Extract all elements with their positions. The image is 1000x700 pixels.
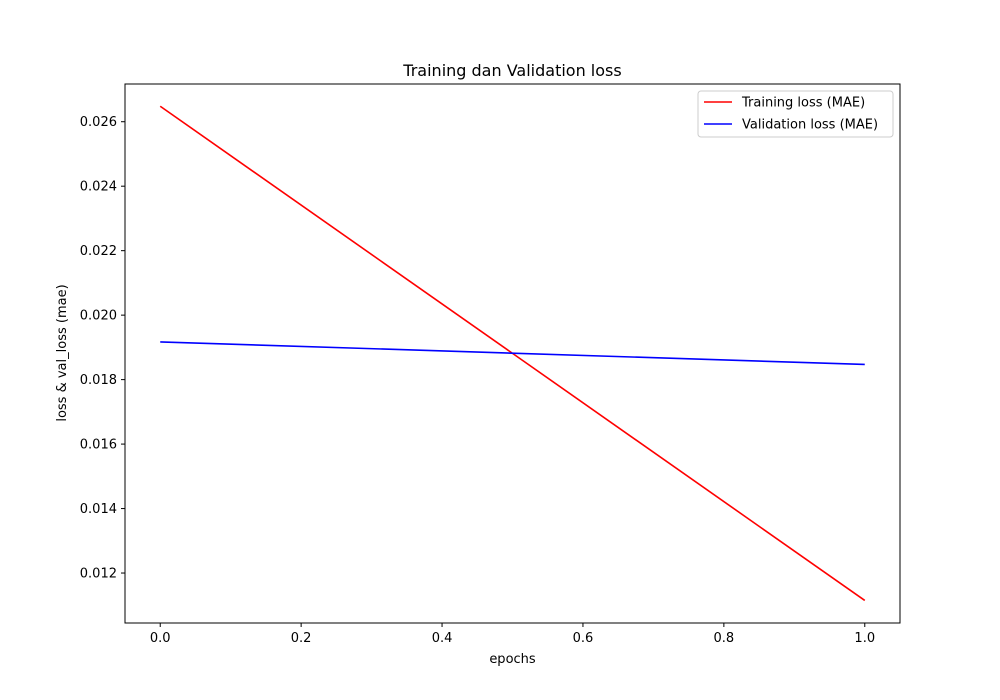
y-tick-label: 0.018 <box>80 373 117 388</box>
x-tick-label: 0.6 <box>573 631 594 646</box>
y-tick-label: 0.012 <box>80 567 117 582</box>
legend: Training loss (MAE) Validation loss (MAE) <box>697 90 894 138</box>
legend-label: Validation loss (MAE) <box>742 118 878 133</box>
x-tick-label: 0.0 <box>150 631 171 646</box>
y-tick-label: 0.022 <box>80 244 117 259</box>
series-layer <box>159 105 866 602</box>
chart-title: Training dan Validation loss <box>402 61 621 80</box>
y-axis-ticks: 0.012 0.014 0.016 0.018 0.020 0.022 0.024 0.026 <box>80 115 125 582</box>
y-tick-label: 0.016 <box>80 438 117 453</box>
y-tick-label: 0.026 <box>80 115 117 130</box>
legend-label: Training loss (MAE) <box>741 96 865 111</box>
plot-frame <box>124 83 901 624</box>
y-tick-label: 0.014 <box>80 502 117 517</box>
y-tick-label: 0.020 <box>80 309 117 324</box>
x-axis-label: epochs <box>489 652 536 667</box>
legend-box <box>697 90 894 138</box>
x-axis-ticks: 0.0 0.2 0.4 0.6 0.8 1.0 <box>150 623 875 646</box>
y-tick-label: 0.024 <box>80 180 117 195</box>
x-tick-label: 0.4 <box>432 631 453 646</box>
series-line-validation-loss <box>160 341 865 366</box>
x-tick-label: 0.2 <box>291 631 312 646</box>
x-tick-label: 0.8 <box>714 631 735 646</box>
x-tick-label: 1.0 <box>854 631 875 646</box>
y-axis-label: loss & val_loss (mae) <box>55 284 70 421</box>
